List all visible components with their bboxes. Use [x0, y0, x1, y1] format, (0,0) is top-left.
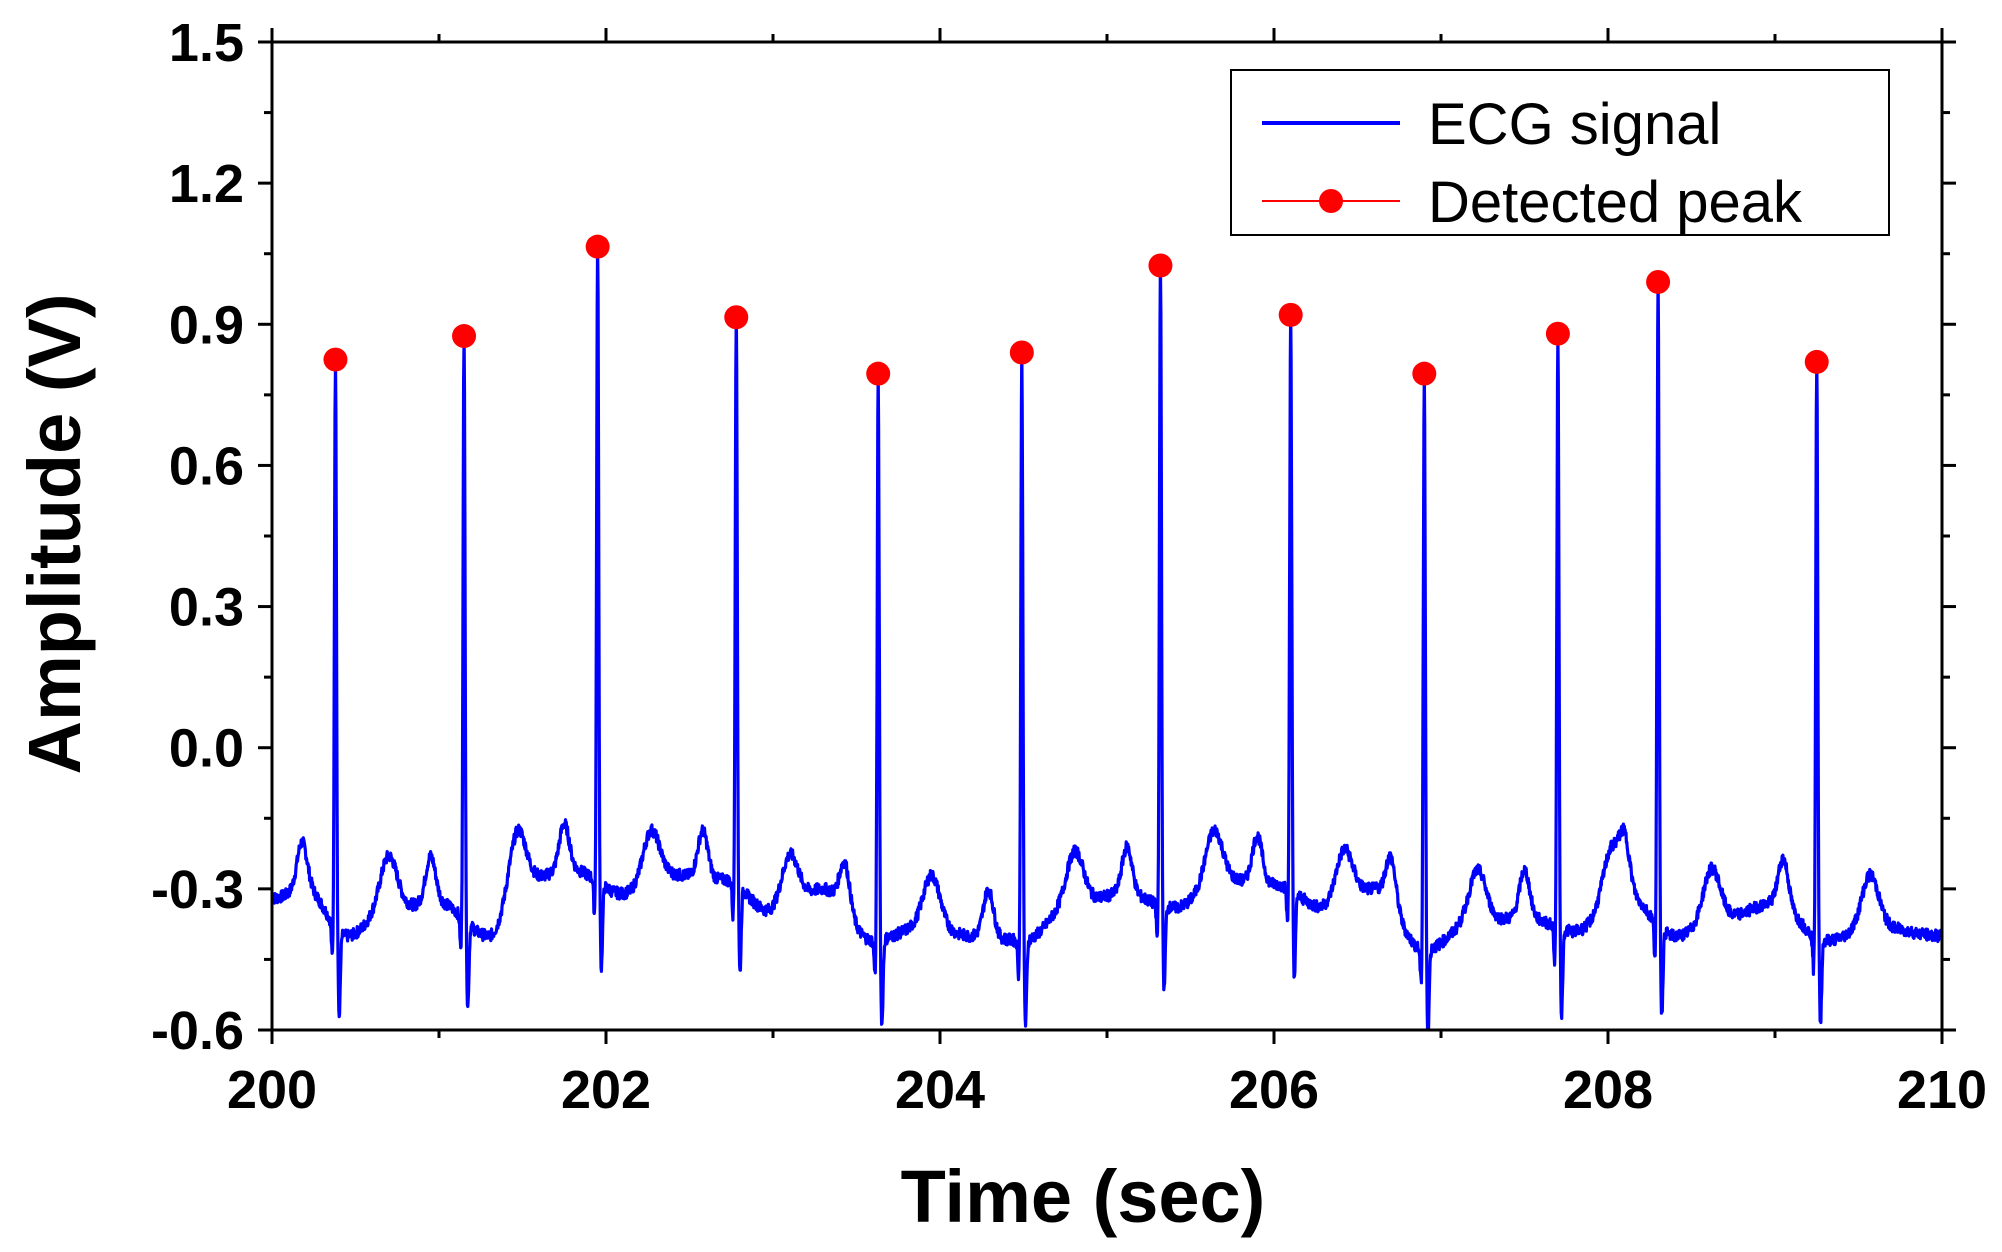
tick-labels: 200 202 204 206 208 210 -0.6 -0.3 0.0 0.3 0.6 0.9 1.… — [151, 13, 1987, 1120]
y-tick-label: 0.3 — [169, 578, 244, 638]
y-tick-label: 0.0 — [169, 719, 244, 779]
y-tick-label: -0.6 — [151, 1001, 244, 1061]
y-tick-label: -0.3 — [151, 860, 244, 920]
detected-peak-marker — [1804, 349, 1829, 374]
detected-peak-marker — [866, 361, 891, 386]
detected-peak-marker — [452, 324, 477, 349]
x-tick-label: 206 — [1229, 1060, 1319, 1120]
x-tick-label: 208 — [1563, 1060, 1653, 1120]
detected-peak-marker — [724, 305, 749, 330]
detected-peak-marker — [323, 347, 348, 372]
legend: ECG signal Detected peak — [1230, 69, 1890, 236]
x-tick-label: 200 — [227, 1060, 317, 1120]
axis-ticks — [258, 28, 1956, 1044]
legend-peak-marker-icon — [1319, 189, 1343, 213]
detected-peak-marker — [1148, 253, 1173, 278]
x-tick-label: 210 — [1897, 1060, 1987, 1120]
plot-area — [272, 234, 1942, 1030]
detected-peak-marker — [1412, 361, 1437, 386]
legend-peak-label: Detected peak — [1428, 170, 1803, 235]
detected-peak-marker — [1009, 340, 1034, 365]
detected-peak-marker — [1545, 321, 1570, 346]
x-tick-label: 202 — [561, 1060, 651, 1120]
legend-ecg-label: ECG signal — [1428, 92, 1721, 157]
y-tick-label: 1.2 — [169, 154, 244, 214]
ecg-signal-line — [272, 244, 1942, 1030]
y-axis-title: Amplitude (V) — [13, 294, 96, 775]
detected-peak-marker — [585, 234, 610, 259]
x-tick-label: 204 — [895, 1060, 985, 1120]
detected-peak-marker — [1278, 302, 1303, 327]
y-tick-label: 1.5 — [169, 13, 244, 73]
y-tick-label: 0.9 — [169, 295, 244, 355]
x-axis-title: Time (sec) — [901, 1155, 1266, 1238]
y-tick-label: 0.6 — [169, 436, 244, 496]
detected-peak-marker — [1646, 269, 1671, 294]
